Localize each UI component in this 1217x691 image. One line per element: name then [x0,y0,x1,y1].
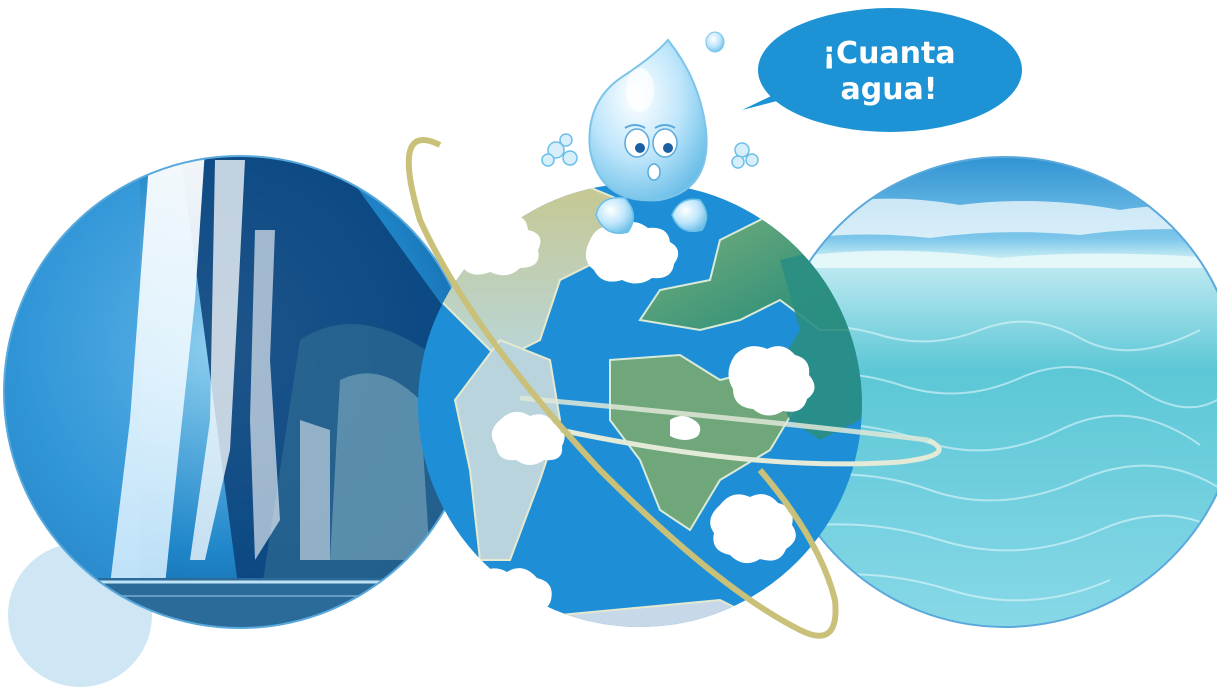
antarctica-shape [559,598,762,627]
clouds [447,212,815,616]
mouth [647,163,661,181]
speech-line-1: ¡Cuanta [822,36,956,71]
speech-bubble [742,8,1022,132]
orbit-ring [405,137,942,639]
water-drop-mascot [541,31,759,234]
right-eye [652,128,678,158]
left-eye [624,128,650,158]
speech-line-2: agua! [840,72,938,107]
speech-bubble-text: ¡Cuanta agua! [786,36,992,108]
waterfall-image [4,156,476,628]
earth-globe [418,183,862,627]
